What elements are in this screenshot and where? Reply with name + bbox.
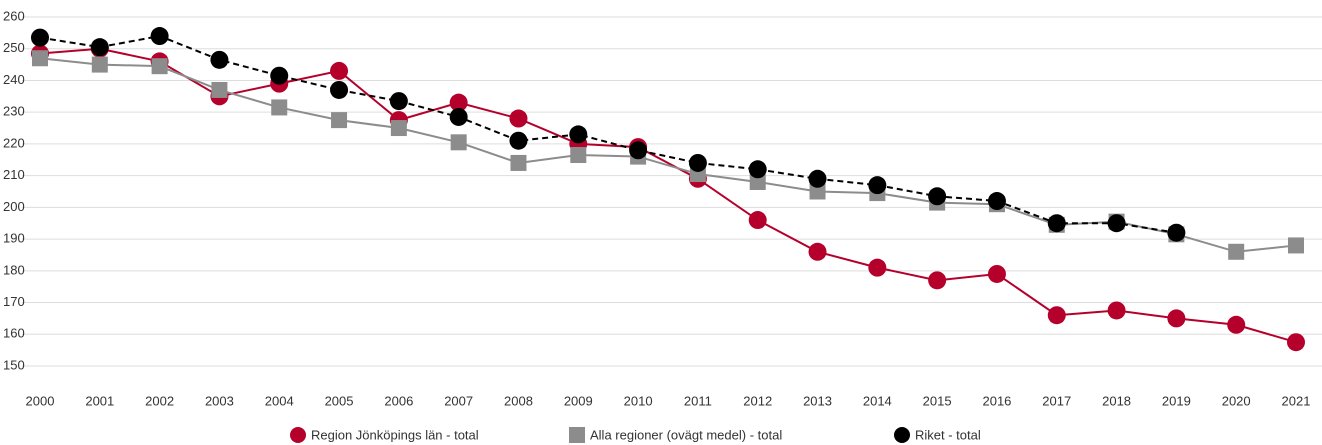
- y-tick-label: 180: [3, 262, 25, 277]
- marker: [1047, 214, 1066, 233]
- marker: [1287, 333, 1305, 352]
- marker: [31, 28, 49, 47]
- marker: [90, 38, 109, 57]
- marker: [450, 134, 467, 151]
- marker: [91, 56, 108, 73]
- x-tick-label: 2017: [1042, 393, 1071, 408]
- marker: [210, 50, 229, 69]
- marker: [808, 169, 827, 188]
- marker: [569, 125, 588, 144]
- marker: [1288, 237, 1304, 254]
- x-tick-label: 2003: [205, 393, 234, 408]
- x-tick-label: 2006: [384, 393, 413, 408]
- marker: [868, 258, 887, 277]
- marker: [928, 271, 947, 290]
- legend-label: Region Jönköpings län - total: [311, 427, 479, 442]
- marker: [868, 176, 887, 195]
- marker: [1167, 309, 1186, 328]
- marker: [449, 93, 468, 112]
- marker: [509, 109, 528, 128]
- marker: [1107, 214, 1126, 233]
- y-tick-label: 160: [3, 326, 25, 341]
- marker: [987, 192, 1006, 211]
- y-tick-label: 170: [3, 294, 25, 309]
- x-tick-label: 2014: [863, 393, 892, 408]
- marker: [270, 66, 289, 85]
- x-tick-label: 2021: [1282, 393, 1311, 408]
- marker: [330, 61, 349, 80]
- marker: [688, 153, 707, 172]
- x-tick-label: 2020: [1222, 393, 1251, 408]
- x-tick-label: 2016: [982, 393, 1011, 408]
- x-tick-label: 2019: [1162, 393, 1191, 408]
- legend-label: Alla regioner (ovägt medel) - total: [590, 427, 782, 442]
- marker: [151, 58, 168, 75]
- x-tick-label: 2002: [145, 393, 174, 408]
- y-tick-label: 200: [3, 199, 25, 214]
- marker: [748, 160, 767, 179]
- y-tick-label: 220: [3, 135, 25, 150]
- x-tick-label: 2008: [504, 393, 533, 408]
- marker: [510, 154, 527, 171]
- series-line: [39, 47, 1297, 344]
- marker: [748, 211, 767, 230]
- marker: [32, 50, 48, 67]
- marker: [1107, 301, 1126, 320]
- x-tick-label: 2005: [325, 393, 354, 408]
- marker: [809, 183, 826, 200]
- x-tick-label: 2013: [803, 393, 832, 408]
- legend-label: Riket - total: [915, 427, 981, 442]
- y-tick-label: 150: [3, 357, 25, 372]
- x-tick-label: 2004: [265, 393, 294, 408]
- y-tick-label: 190: [3, 231, 25, 246]
- marker: [390, 120, 407, 137]
- x-tick-label: 2012: [743, 393, 772, 408]
- marker: [808, 242, 827, 261]
- legend-item: Riket - total: [894, 427, 981, 443]
- y-tick-label: 240: [3, 72, 25, 87]
- marker: [271, 99, 288, 116]
- y-tick-label: 260: [3, 8, 25, 23]
- marker: [331, 112, 348, 129]
- series-line: [39, 35, 1177, 234]
- x-tick-label: 2001: [85, 393, 114, 408]
- x-tick-label: 2018: [1102, 393, 1131, 408]
- marker: [570, 147, 587, 164]
- marker: [569, 427, 585, 443]
- x-tick-label: 2011: [684, 393, 712, 408]
- y-tick-label: 210: [3, 167, 25, 182]
- series: [31, 27, 1186, 242]
- marker: [1228, 243, 1245, 260]
- marker: [290, 427, 306, 443]
- x-tick-label: 2009: [564, 393, 593, 408]
- marker: [1167, 223, 1186, 242]
- x-tick-label: 2007: [444, 393, 473, 408]
- marker: [1047, 306, 1066, 325]
- marker: [449, 107, 468, 126]
- marker: [749, 173, 766, 190]
- y-tick-label: 250: [3, 40, 25, 55]
- marker: [629, 141, 648, 160]
- marker: [330, 80, 349, 99]
- marker: [389, 92, 408, 111]
- x-tick-label: 2010: [624, 393, 653, 408]
- marker: [1227, 315, 1246, 334]
- x-tick-label: 2015: [923, 393, 952, 408]
- marker: [928, 187, 947, 206]
- marker: [509, 131, 528, 150]
- marker: [894, 427, 910, 443]
- marker: [987, 264, 1006, 283]
- marker: [211, 81, 228, 98]
- marker: [150, 27, 169, 46]
- y-tick-label: 230: [3, 104, 25, 119]
- legend-item: Region Jönköpings län - total: [290, 427, 479, 443]
- x-tick-label: 2000: [26, 393, 55, 408]
- legend-item: Alla regioner (ovägt medel) - total: [569, 427, 782, 443]
